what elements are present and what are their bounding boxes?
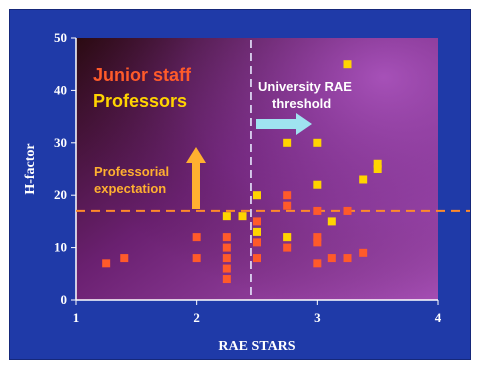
legend-junior-staff: Junior staff <box>93 65 192 85</box>
professor-point <box>327 217 336 226</box>
x-tick-label: 4 <box>435 310 442 325</box>
y-tick-label: 50 <box>54 30 67 45</box>
professorial-expectation-label-line2: expectation <box>94 181 166 196</box>
junior-staff-point <box>222 243 231 252</box>
professor-point <box>373 159 382 168</box>
professor-point <box>313 180 322 189</box>
professor-point <box>343 60 352 69</box>
junior-staff-point <box>359 248 368 257</box>
slide-background: 0 10 20 30 40 50 1 2 3 4 RAE STARS H-factor Junior … <box>10 10 470 359</box>
y-tick-label: 40 <box>54 82 67 97</box>
professor-point <box>283 138 292 147</box>
y-tick-label: 30 <box>54 135 67 150</box>
professor-point <box>283 233 292 242</box>
junior-staff-point <box>102 259 111 268</box>
professor-point <box>359 175 368 184</box>
professor-point <box>313 138 322 147</box>
x-tick-label: 3 <box>314 310 321 325</box>
legend-professors: Professors <box>93 91 187 111</box>
professor-point <box>373 165 382 173</box>
junior-staff-point <box>222 233 231 242</box>
junior-staff-point <box>222 254 231 263</box>
x-tick-label: 2 <box>193 310 200 325</box>
y-tick-label: 10 <box>54 240 67 255</box>
up-arrow-icon <box>186 147 206 209</box>
junior-staff-point <box>253 254 261 263</box>
professor-point <box>253 227 261 236</box>
professorial-expectation-label-line1: Professorial <box>94 164 169 179</box>
university-threshold-label-line1: University RAE <box>258 79 352 94</box>
junior-staff-point <box>313 233 322 242</box>
scatter-chart: 0 10 20 30 40 50 1 2 3 4 RAE STARS H-factor Junior … <box>23 30 470 354</box>
x-tick-label: 1 <box>73 310 80 325</box>
university-threshold-label-line2: threshold <box>272 96 331 111</box>
junior-staff-point <box>327 254 336 263</box>
junior-staff-point <box>343 206 352 215</box>
junior-staff-point <box>222 275 231 284</box>
junior-staff-point <box>283 243 292 252</box>
right-arrow-icon <box>256 113 312 135</box>
y-axis-title: H-factor <box>23 143 38 194</box>
junior-staff-point <box>313 238 322 247</box>
junior-staff-point <box>192 254 201 263</box>
junior-staff-point <box>253 238 261 247</box>
junior-staff-point <box>313 259 322 268</box>
junior-staff-point <box>343 254 352 263</box>
junior-staff-point <box>253 217 261 226</box>
junior-staff-point <box>222 264 231 273</box>
x-axis-title: RAE STARS <box>218 339 295 354</box>
y-tick-label: 20 <box>54 187 67 202</box>
junior-staff-point <box>120 254 129 263</box>
junior-staff-point <box>313 206 322 215</box>
y-tick-label: 0 <box>61 292 68 307</box>
professor-point <box>238 212 247 221</box>
professor-point <box>253 191 261 200</box>
junior-staff-point <box>192 233 201 242</box>
junior-staff-point <box>283 201 292 210</box>
junior-staff-point <box>283 191 292 200</box>
professor-point <box>222 212 231 221</box>
